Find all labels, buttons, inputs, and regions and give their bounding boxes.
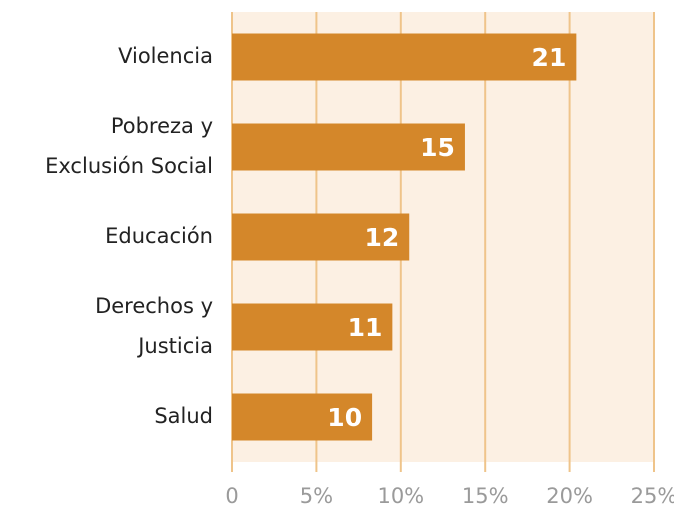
bar xyxy=(232,123,465,171)
data-label: 15 xyxy=(420,133,455,162)
data-label: 12 xyxy=(364,223,399,252)
data-label: 10 xyxy=(327,403,362,432)
bar xyxy=(232,303,393,351)
bar xyxy=(232,33,577,81)
y-tick-label: Educación xyxy=(105,224,213,248)
y-tick-label: Salud xyxy=(154,404,213,428)
y-tick-label: Exclusión Social xyxy=(45,154,213,178)
y-tick-label: Justicia xyxy=(136,334,213,358)
data-label: 11 xyxy=(348,313,383,342)
x-tick-label: 15% xyxy=(462,484,509,508)
x-tick-label: 25% xyxy=(631,484,674,508)
x-tick-label: 0 xyxy=(225,484,238,508)
y-tick-label: Pobreza y xyxy=(111,114,213,138)
y-tick-label: Derechos y xyxy=(95,294,213,318)
bar xyxy=(232,213,410,261)
x-tick-label: 5% xyxy=(300,484,333,508)
x-tick-label: 10% xyxy=(377,484,424,508)
bar xyxy=(232,393,373,441)
x-tick-label: 20% xyxy=(546,484,593,508)
y-tick-label: Violencia xyxy=(118,44,213,68)
data-label: 21 xyxy=(532,43,567,72)
